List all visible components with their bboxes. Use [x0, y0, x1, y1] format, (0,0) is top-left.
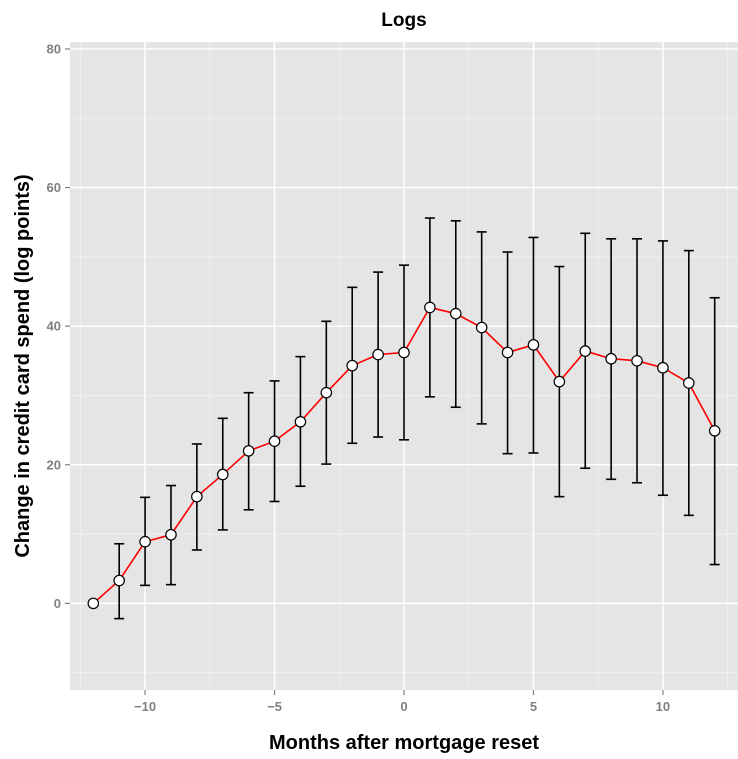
- data-point: [631, 355, 643, 367]
- data-point: [294, 415, 307, 428]
- y-tick-label: 60: [47, 180, 61, 195]
- y-tick-label: 20: [47, 457, 61, 472]
- data-point: [398, 346, 410, 359]
- data-point: [683, 377, 695, 389]
- y-axis-title: Change in credit card spend (log points): [12, 174, 34, 557]
- data-points: [87, 301, 721, 610]
- data-point: [87, 597, 100, 610]
- y-axis-ticks: 0 20 40 60 80: [47, 41, 70, 611]
- data-point: [579, 345, 592, 357]
- data-point: [320, 386, 333, 399]
- y-tick-label: 0: [54, 596, 61, 611]
- x-tick-label: 10: [656, 699, 670, 714]
- chart-title: Logs: [381, 10, 426, 31]
- data-point: [527, 339, 540, 351]
- data-point: [424, 301, 436, 314]
- data-point: [657, 361, 669, 374]
- data-point: [605, 352, 617, 365]
- data-point: [708, 424, 721, 437]
- data-point: [113, 574, 125, 587]
- x-tick-label: −10: [134, 699, 156, 714]
- data-point: [372, 348, 384, 361]
- data-point: [553, 375, 566, 388]
- y-tick-label: 80: [47, 41, 61, 56]
- data-point: [139, 535, 151, 548]
- x-tick-label: 5: [530, 699, 537, 714]
- data-point: [449, 307, 462, 320]
- data-point: [346, 359, 359, 372]
- data-point: [165, 528, 177, 541]
- data-point: [268, 435, 281, 447]
- data-point: [475, 321, 488, 334]
- x-tick-label: −5: [267, 699, 282, 714]
- x-tick-label: 0: [400, 699, 407, 714]
- x-axis-ticks: −10 −5 0 5 10: [134, 690, 670, 714]
- data-point: [191, 490, 203, 503]
- data-point: [242, 445, 255, 457]
- data-point: [216, 468, 229, 481]
- y-tick-label: 40: [47, 319, 61, 334]
- x-axis-title: Months after mortgage reset: [269, 732, 539, 754]
- data-point: [501, 346, 514, 359]
